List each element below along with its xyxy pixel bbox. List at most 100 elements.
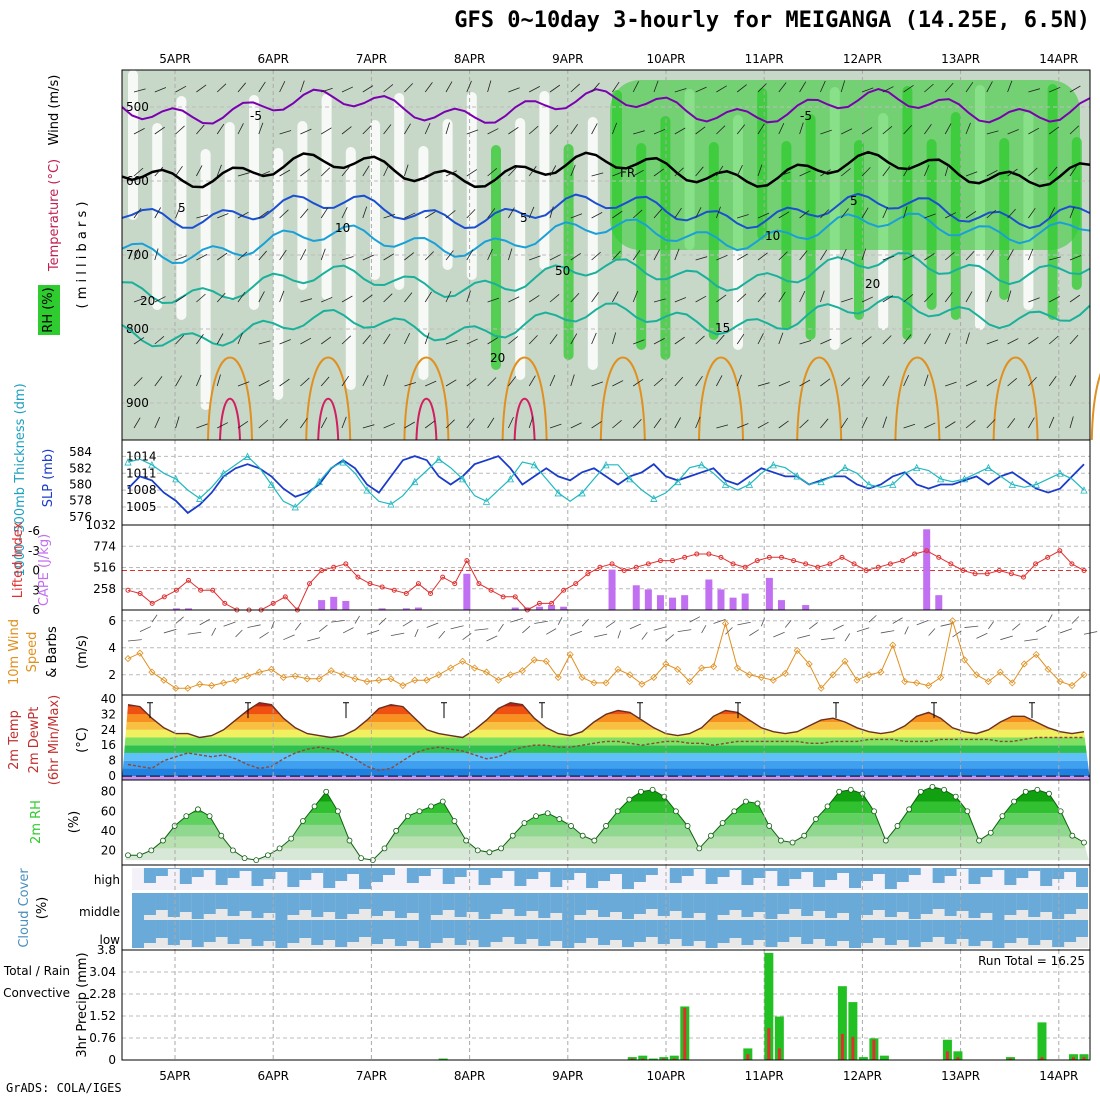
wind10-barb xyxy=(1071,616,1080,624)
wind10-barb xyxy=(342,627,354,634)
wind-barb xyxy=(757,252,768,261)
slp-ytick: 1005 xyxy=(126,500,157,514)
wind-barb xyxy=(716,165,724,177)
wind-barb xyxy=(216,292,226,303)
cloud-bar xyxy=(478,893,491,919)
wind-barb xyxy=(1028,248,1034,261)
wind-barb xyxy=(1028,88,1041,93)
wind-barb xyxy=(820,290,825,303)
cape-bar xyxy=(560,606,568,610)
cloud-bar xyxy=(382,893,395,911)
wind10-marker xyxy=(698,664,706,672)
wind10-barb xyxy=(797,634,811,639)
rh-marker xyxy=(976,837,982,844)
wind10-marker xyxy=(327,667,335,675)
wind10-barb xyxy=(665,634,675,642)
wind10-barb xyxy=(366,629,380,635)
wind-barb xyxy=(757,83,767,93)
cloud-bar xyxy=(860,868,873,881)
thickness-ytick: 584 xyxy=(69,445,92,459)
temp-band xyxy=(122,706,1090,715)
wind-barb xyxy=(528,375,536,387)
wind10-marker xyxy=(650,673,658,682)
wind10-barb xyxy=(1083,631,1098,635)
wind-barb xyxy=(466,378,477,387)
wind10-barb xyxy=(1012,623,1021,631)
wind-barb xyxy=(487,128,499,135)
cloud-bar xyxy=(920,920,933,942)
wind-barb xyxy=(674,376,684,387)
cloud-bar xyxy=(215,868,228,885)
wind10-marker xyxy=(494,676,503,684)
wind-barb xyxy=(404,123,411,135)
cloud-bar xyxy=(633,920,646,942)
legend-rh: RH (%) xyxy=(41,287,56,332)
wind10-barb xyxy=(725,627,733,635)
wind-barb xyxy=(133,208,142,219)
isotherm-10 xyxy=(121,212,1091,265)
wind-barb xyxy=(799,81,807,93)
cloud-bar xyxy=(203,868,216,870)
precip-total-bar xyxy=(879,1055,889,1060)
precip-convective-bar xyxy=(683,1007,687,1060)
cloud-bar xyxy=(1040,920,1053,940)
temp-line xyxy=(127,701,1085,739)
wind-barb xyxy=(591,82,600,93)
wind-barb xyxy=(133,88,146,93)
li-ytick: -6 xyxy=(28,524,40,538)
wind-barb xyxy=(196,293,206,303)
wind-barb xyxy=(820,418,829,429)
rh-marker xyxy=(754,800,761,807)
wind-barb xyxy=(445,81,453,93)
lifted-index-marker xyxy=(1069,561,1075,567)
wind10-ytick: 4 xyxy=(108,641,116,655)
rh-marker xyxy=(416,808,423,815)
wind-barb xyxy=(820,129,832,135)
rh-marker xyxy=(777,837,784,844)
wind10-barb xyxy=(1000,635,1013,641)
wind-barb xyxy=(861,167,871,177)
cloud-bar xyxy=(777,868,790,886)
lifted-index-marker xyxy=(875,564,881,570)
wind10-marker xyxy=(220,679,228,687)
cloud-bar xyxy=(442,920,455,938)
temp-ytick: 40 xyxy=(101,692,116,706)
cape-bar xyxy=(378,608,386,610)
wind10-barb xyxy=(701,625,707,634)
wind-barb xyxy=(591,332,597,345)
date-label-bottom: 9APR xyxy=(552,1069,583,1083)
wind-barb xyxy=(321,296,333,303)
slp-marker xyxy=(674,477,682,486)
wind10-barb xyxy=(247,624,261,628)
wind-barb xyxy=(840,168,851,177)
wind10-barb xyxy=(557,616,563,626)
rh-dry-patch xyxy=(176,96,187,320)
wind-barb xyxy=(840,417,849,429)
cloud-bar xyxy=(837,868,850,873)
cloud-bar xyxy=(311,868,324,873)
wind-barb xyxy=(945,212,957,219)
lifted-index-marker xyxy=(839,554,845,560)
cloud-bar xyxy=(837,893,850,913)
precip-convective-bar xyxy=(1071,1057,1075,1060)
wind10-barb xyxy=(570,630,583,637)
rh-dry-patch xyxy=(249,95,259,310)
wind10-marker xyxy=(124,655,132,663)
cloud-bar xyxy=(729,920,742,938)
wind-barb xyxy=(196,165,203,177)
rh-marker xyxy=(743,798,749,805)
wind-barb xyxy=(300,298,313,303)
cloud-bar xyxy=(203,920,216,942)
wind-barb xyxy=(154,126,165,135)
date-label-top: 7APR xyxy=(356,52,387,66)
cloud-bar xyxy=(1028,893,1041,917)
slp-marker xyxy=(1032,480,1040,488)
wind-barb xyxy=(882,295,894,303)
cape-ytick: 1032 xyxy=(85,518,116,532)
lifted-index-marker xyxy=(645,561,651,567)
wind-barb xyxy=(237,291,246,303)
wind-barb xyxy=(799,379,811,387)
wind10-barb xyxy=(151,614,158,623)
wind-barb xyxy=(903,124,913,135)
cloud-bar xyxy=(896,893,909,912)
